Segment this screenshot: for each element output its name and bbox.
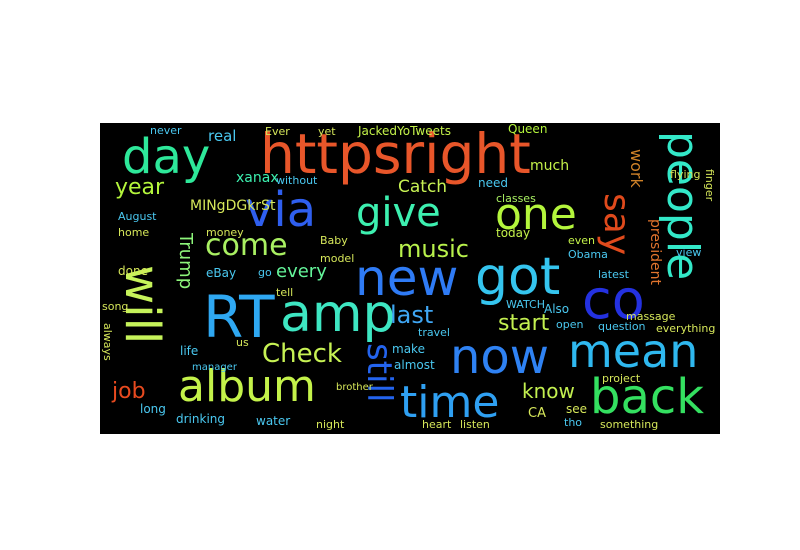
word: Queen — [508, 123, 548, 136]
word: August — [118, 210, 157, 223]
word: album — [178, 361, 316, 412]
word: say — [596, 193, 637, 256]
word: WATCH — [506, 298, 545, 311]
word: everything — [656, 322, 716, 335]
word: JackedYoTweets — [358, 124, 451, 138]
word: CA — [528, 406, 546, 421]
word: every — [276, 261, 327, 282]
word: always — [101, 323, 114, 361]
word: give — [356, 190, 441, 236]
word: much — [530, 158, 570, 174]
word: music — [398, 235, 469, 263]
word: night — [316, 418, 345, 431]
word: see — [566, 402, 588, 416]
word: httpsright — [260, 123, 531, 186]
word: via — [245, 182, 317, 238]
word: today — [496, 226, 531, 240]
word: work — [627, 149, 646, 188]
word: got — [475, 247, 561, 307]
word: still — [359, 343, 399, 403]
word: flying — [670, 168, 701, 181]
word: model — [320, 252, 355, 265]
word: massage — [626, 310, 676, 323]
word: know — [522, 379, 575, 403]
word: people — [657, 131, 708, 281]
word: tho — [564, 416, 583, 429]
word: done — [118, 264, 148, 278]
word: eBay — [206, 266, 237, 280]
word: president — [647, 219, 663, 285]
word: RT — [203, 283, 275, 351]
word: question — [598, 320, 646, 333]
word: job — [112, 379, 146, 404]
word: day — [122, 129, 211, 185]
word: long — [140, 402, 166, 416]
word: mean — [568, 324, 699, 378]
word: almost — [394, 358, 435, 372]
word: without — [276, 174, 318, 187]
word: co — [582, 268, 645, 331]
word: come — [205, 228, 288, 263]
word: something — [600, 418, 659, 431]
word: latest — [598, 268, 629, 281]
word: make — [392, 342, 425, 356]
word: open — [556, 318, 584, 331]
word: Obama — [568, 248, 608, 261]
word: now — [450, 329, 550, 385]
word: yet — [318, 125, 336, 138]
word: need — [478, 176, 508, 190]
word: view — [676, 246, 702, 259]
word: home — [118, 226, 150, 239]
word: heart — [422, 418, 452, 431]
word-cloud: httpsright day via give one say people c… — [100, 123, 720, 434]
word: project — [602, 372, 641, 385]
word: MINgDGkrSt — [190, 198, 276, 214]
word: song — [102, 300, 129, 313]
word: never — [150, 124, 182, 137]
word: even — [568, 234, 596, 247]
word: us — [236, 336, 249, 349]
word: travel — [418, 326, 450, 339]
word: year — [115, 175, 165, 200]
word: xanax — [236, 170, 279, 186]
word: time — [400, 377, 500, 428]
word: back — [590, 369, 705, 425]
word: last — [390, 301, 434, 329]
word: Catch — [398, 177, 448, 197]
word: real — [208, 127, 237, 145]
word: Trump — [175, 233, 196, 290]
word: drinking — [176, 412, 225, 426]
word: start — [498, 311, 550, 336]
word: life — [180, 344, 199, 358]
word: Check — [262, 339, 342, 369]
word: money — [206, 226, 244, 239]
word: finger — [703, 169, 716, 202]
word: water — [256, 414, 291, 428]
word: one — [495, 189, 577, 240]
word: new — [355, 249, 459, 307]
word: manager — [192, 362, 237, 373]
word: listen — [460, 418, 490, 431]
word: amp — [280, 284, 396, 344]
word: Ever — [265, 125, 290, 138]
word: Also — [544, 302, 570, 316]
word: go — [258, 266, 272, 279]
word: tell — [276, 286, 294, 299]
word: Baby — [320, 234, 348, 247]
word: brother — [336, 382, 373, 393]
word: will — [114, 265, 170, 345]
word: classes — [496, 192, 536, 205]
